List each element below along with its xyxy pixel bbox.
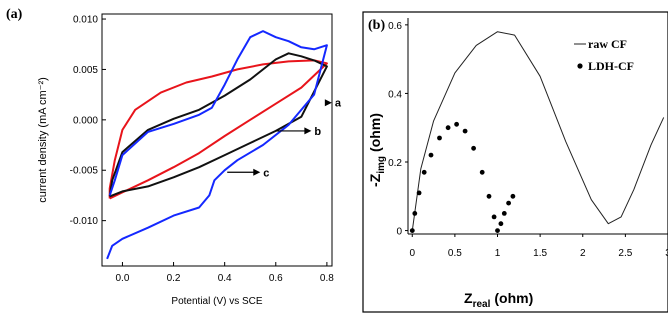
panel-a-x-tick-label: 0.2 [167, 273, 181, 284]
panel-b-legend-swatch-dot [577, 63, 583, 69]
panel-b-point-ldh [412, 211, 418, 216]
panel-a-annotation-arrowhead [253, 168, 261, 176]
panel-b-y-label-unit: (ohm) [367, 113, 383, 152]
panel-a-y-axis: 0.010 0.005 0.000 -0.005 -0.010 [70, 15, 106, 227]
panel-b-point-ldh [421, 169, 427, 175]
panel-b-x-tick-label: 1.5 [533, 248, 547, 259]
panel-b-point-ldh [409, 228, 415, 234]
panel-b-point-ldh [506, 200, 511, 206]
panel-b-y-label-main: -Z [367, 173, 383, 187]
panel-a-frame [101, 13, 333, 267]
panel-a-x-tick-label: 0.4 [218, 273, 232, 284]
panel-a-y-tick-label: 0.005 [73, 65, 98, 76]
panel-b-x-tick-label: 2.5 [618, 248, 632, 259]
panel-a-x-axis: 0.0 0.2 0.4 0.6 0.8 [115, 262, 334, 284]
panel-b-x-label-main: Z [464, 290, 473, 306]
panel-a-y-tick-label: -0.010 [70, 216, 99, 227]
panel-a-annotation-label: c [263, 167, 269, 179]
panel-b-point-ldh [495, 228, 500, 234]
panel-a-annotations: a b c [227, 98, 342, 179]
panel-b-x-label-unit: (ohm) [494, 290, 533, 306]
panel-b-x-tick-label: 3 [665, 248, 668, 259]
panel-a-x-tick-label: 0.0 [115, 273, 129, 284]
panel-b-y-tick-label: 0 [396, 227, 402, 238]
panel-b-x-tick-label: 2 [580, 248, 586, 259]
panel-a-series-line-0 [108, 59, 328, 200]
panel-a-annotation-label: a [335, 98, 342, 110]
panel-b-axes [407, 18, 668, 235]
panel-b-series-line-raw [411, 31, 665, 231]
panel-a-x-tick-label: 0.8 [320, 273, 334, 284]
panel-b-point-ldh [454, 121, 459, 127]
panel-b-legend-entry: raw CF [588, 37, 627, 51]
panel-b-y-label: -Zimg (ohm) [367, 113, 387, 187]
panel-a-y-tick-label: 0.000 [73, 115, 98, 126]
panel-b-point-ldh [479, 169, 485, 175]
panel-a-series [106, 30, 328, 260]
panel-a-x-label: Potential (V) vs SCE [171, 296, 262, 307]
panel-b-frame [362, 11, 668, 313]
panel-b-x-label-sub: real [473, 299, 491, 310]
panel-a-annotation-arrowhead [304, 127, 312, 135]
panel-b-point-ldh [471, 145, 476, 151]
panel-b-x-tick-label: 0 [409, 248, 415, 259]
panel-a-y-tick-label: -0.005 [70, 166, 99, 177]
panel-b-legend-entry: LDH-CF [588, 59, 634, 73]
panel-a-annotation-label: b [314, 126, 321, 138]
panel-b-point-ldh [510, 193, 516, 199]
panel-b-y-tick-label: 0.2 [388, 158, 402, 169]
panel-b-y-label-sub: img [376, 156, 387, 174]
panel-b-point-ldh [462, 128, 468, 134]
panel-b-point-ldh [416, 190, 422, 196]
panel-b-y-axis: 0 0.2 0.4 0.6 [388, 21, 408, 238]
panel-b-legend: raw CF LDH-CF [574, 37, 634, 73]
panel-b-point-ldh [445, 125, 451, 131]
panel-b-point-ldh [491, 214, 497, 220]
panel-b-y-tick-label: 0.4 [388, 89, 402, 100]
panel-b-series [409, 31, 665, 234]
panel-a-y-tick-label: 0.010 [73, 15, 98, 26]
panel-b-nyquist-chart: (b) 0 0.2 0.4 0.6 0 0.5 1 1.5 2 2.5 3 raw CF LDH-C… [362, 11, 668, 313]
panel-b-y-tick-label: 0.6 [388, 21, 402, 32]
panel-b-x-tick-label: 0.5 [448, 248, 462, 259]
panel-b-point-ldh [498, 221, 504, 227]
panel-a-y-label: current density (mA cm⁻²) [37, 77, 49, 203]
panel-b-point-ldh [428, 152, 434, 158]
panel-b-point-ldh [501, 211, 507, 216]
panel-a-series-line-1 [108, 52, 328, 198]
panel-b-x-axis: 0 0.5 1 1.5 2 2.5 3 [409, 234, 668, 259]
panel-a-series-line-2 [106, 30, 328, 260]
panel-b-point-ldh [437, 135, 442, 141]
panel-b-point-ldh [486, 193, 492, 199]
panel-a-label: (a) [6, 7, 23, 22]
panel-b-x-label: Zreal (ohm) [464, 290, 533, 310]
panel-a-annotation-arrowhead [324, 99, 332, 107]
panel-b-label: (b) [368, 18, 385, 33]
panel-a-x-tick-label: 0.6 [269, 273, 283, 284]
panel-b-x-tick-label: 1 [495, 248, 501, 259]
